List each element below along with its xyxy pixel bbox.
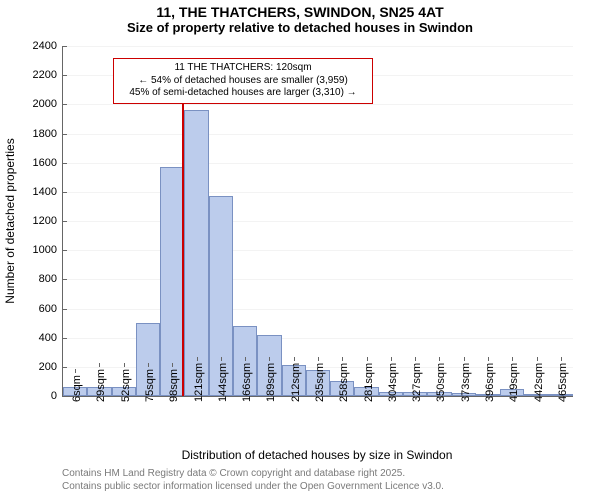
gridline xyxy=(63,221,573,222)
x-tick-label: 75sqm xyxy=(144,369,156,402)
y-tick-label: 1000 xyxy=(33,244,63,256)
x-tick-label: 327sqm xyxy=(411,363,423,402)
marker-line xyxy=(182,68,184,396)
gridline xyxy=(63,134,573,135)
y-tick-label: 400 xyxy=(39,332,63,344)
x-tick-label: 258sqm xyxy=(338,363,350,402)
y-tick-label: 1800 xyxy=(33,128,63,140)
gridline xyxy=(63,309,573,310)
y-tick-label: 200 xyxy=(39,361,63,373)
annotation-line: ← 54% of detached houses are smaller (3,… xyxy=(118,75,368,88)
x-tick-label: 442sqm xyxy=(533,363,545,402)
y-tick-label: 2000 xyxy=(33,98,63,110)
footer-line-1: Contains HM Land Registry data © Crown c… xyxy=(62,468,444,481)
y-tick-label: 600 xyxy=(39,303,63,315)
chart-subtitle: Size of property relative to detached ho… xyxy=(0,20,600,37)
x-tick-label: 212sqm xyxy=(290,363,302,402)
x-tick-label: 189sqm xyxy=(265,363,277,402)
x-tick-label: 281sqm xyxy=(363,363,375,402)
annotation-line: 45% of semi-detached houses are larger (… xyxy=(118,87,368,100)
y-tick-label: 800 xyxy=(39,273,63,285)
x-tick-label: 350sqm xyxy=(435,363,447,402)
x-tick-label: 419sqm xyxy=(508,363,520,402)
x-tick-label: 98sqm xyxy=(168,369,180,402)
x-tick-label: 166sqm xyxy=(241,363,253,402)
chart-container: 11, THE THATCHERS, SWINDON, SN25 4AT Siz… xyxy=(0,0,600,500)
y-axis-label: Number of detached properties xyxy=(3,138,17,303)
gridline xyxy=(63,279,573,280)
histogram-bar xyxy=(184,110,208,396)
y-tick-label: 2400 xyxy=(33,40,63,52)
x-axis-label: Distribution of detached houses by size … xyxy=(62,448,572,462)
x-tick-label: 235sqm xyxy=(314,363,326,402)
y-tick-label: 2200 xyxy=(33,69,63,81)
x-tick-label: 29sqm xyxy=(95,369,107,402)
y-tick-label: 1600 xyxy=(33,157,63,169)
histogram-bar xyxy=(160,167,184,396)
x-tick-label: 121sqm xyxy=(193,363,205,402)
gridline xyxy=(63,250,573,251)
x-tick-label: 373sqm xyxy=(460,363,472,402)
x-tick-label: 6sqm xyxy=(71,375,83,402)
x-tick-label: 52sqm xyxy=(120,369,132,402)
x-tick-label: 465sqm xyxy=(557,363,569,402)
gridline xyxy=(63,104,573,105)
x-tick-label: 304sqm xyxy=(387,363,399,402)
annotation-box: 11 THE THATCHERS: 120sqm← 54% of detache… xyxy=(113,58,373,104)
x-tick-label: 144sqm xyxy=(217,363,229,402)
footer-attribution: Contains HM Land Registry data © Crown c… xyxy=(62,468,444,493)
x-tick-label: 396sqm xyxy=(484,363,496,402)
gridline xyxy=(63,163,573,164)
y-tick-label: 0 xyxy=(51,390,63,402)
gridline xyxy=(63,192,573,193)
annotation-line: 11 THE THATCHERS: 120sqm xyxy=(118,62,368,75)
chart-title: 11, THE THATCHERS, SWINDON, SN25 4AT xyxy=(0,0,600,20)
y-tick-label: 1400 xyxy=(33,186,63,198)
gridline xyxy=(63,46,573,47)
y-tick-label: 1200 xyxy=(33,215,63,227)
footer-line-2: Contains public sector information licen… xyxy=(62,481,444,494)
plot-area: 0200400600800100012001400160018002000220… xyxy=(62,46,573,397)
